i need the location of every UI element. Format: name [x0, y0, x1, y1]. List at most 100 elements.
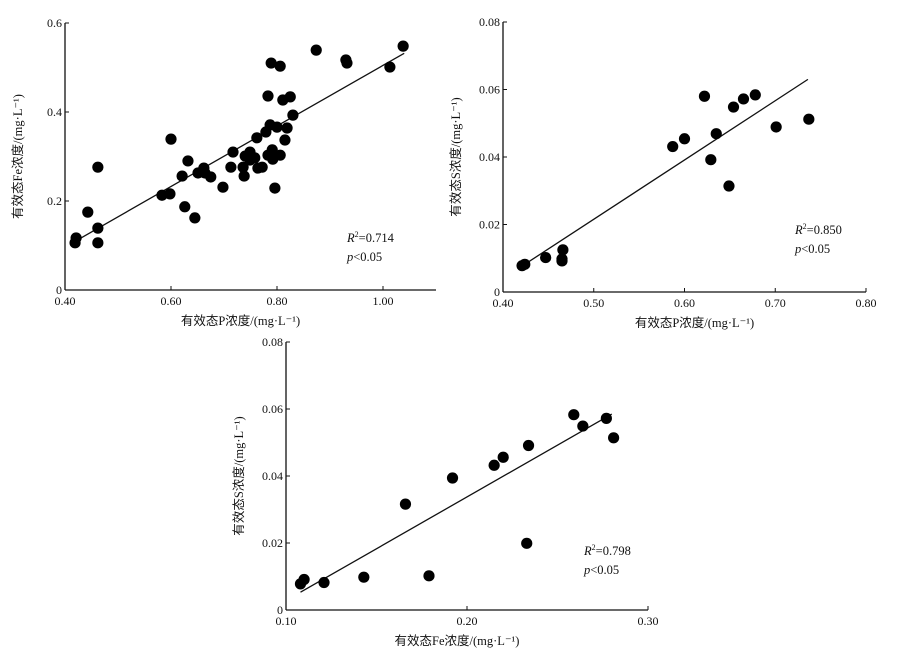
y-tick-label: 0: [56, 283, 62, 297]
data-point: [274, 60, 286, 72]
x-tick-label: 0.30: [638, 614, 659, 628]
data-point: [271, 121, 283, 133]
data-point: [705, 154, 717, 166]
data-point: [82, 206, 94, 218]
r-squared-annotation: R2=0.714: [346, 230, 395, 245]
y-axis-label: 有效态S浓度/(mg·L⁻¹): [231, 416, 246, 535]
y-tick-label: 0: [494, 285, 500, 299]
data-point: [165, 133, 177, 145]
y-tick-label: 0.08: [262, 335, 283, 349]
data-point: [281, 122, 293, 134]
r-squared-annotation: R2=0.850: [794, 222, 842, 237]
x-axis-label: 有效态Fe浓度/(mg·L⁻¹): [395, 633, 520, 648]
data-point: [298, 573, 310, 586]
y-tick-label: 0.04: [479, 150, 500, 164]
y-tick-label: 0.08: [479, 15, 500, 29]
p-symbol: p: [346, 250, 353, 264]
x-tick-label: 0.80: [267, 294, 288, 308]
data-point: [251, 132, 263, 144]
x-tick-label: 0.60: [161, 294, 182, 308]
data-point: [600, 412, 612, 424]
data-point: [358, 571, 370, 583]
p-value: <0.05: [801, 242, 830, 256]
data-point: [179, 201, 191, 213]
data-point: [92, 237, 104, 249]
data-point: [710, 128, 722, 140]
data-point: [770, 121, 782, 133]
data-point: [678, 133, 691, 145]
data-point: [176, 170, 188, 182]
data-point: [497, 451, 509, 463]
data-point: [266, 144, 278, 156]
y-tick-label: 0.06: [262, 402, 283, 416]
data-point: [238, 170, 250, 182]
regression-line: [300, 413, 613, 593]
data-point: [568, 409, 580, 421]
r-superscript: 2: [355, 230, 359, 239]
data-point: [522, 439, 535, 452]
data-point: [803, 113, 815, 125]
data-point: [249, 152, 261, 164]
data-point: [217, 181, 229, 193]
data-point: [608, 432, 620, 444]
data-point: [397, 40, 409, 52]
p-value-annotation: p<0.05: [346, 250, 382, 264]
data-point: [749, 89, 761, 101]
data-point: [488, 459, 500, 471]
x-tick-label: 0.20: [457, 614, 478, 628]
data-point: [189, 212, 201, 224]
data-point: [287, 109, 299, 121]
data-point: [399, 498, 412, 510]
x-tick-label: 0.40: [493, 296, 514, 310]
data-point: [265, 57, 277, 69]
x-tick-label: 0.70: [765, 296, 786, 310]
x-tick-label: 1.00: [373, 294, 394, 308]
y-tick-label: 0.6: [47, 16, 62, 30]
y-axis-label: 有效态S浓度/(mg·L⁻¹): [448, 97, 463, 216]
chart-3: 0.10 0.20 0.30 0 0.02 0.04 0.06 0.08 有效态Fe浓度/(mg…: [231, 335, 659, 648]
chart-2: 0.40 0.50 0.60 0.70 0.80 0 0.02 0.04 0.06 0.08 有效态…: [448, 15, 877, 330]
y-tick-label: 0.04: [262, 469, 283, 483]
x-tick-label: 0.80: [856, 296, 877, 310]
y-tick-label: 0: [277, 603, 283, 617]
data-point: [667, 140, 679, 153]
y-tick-label: 0.02: [479, 218, 500, 232]
r-symbol: R: [794, 223, 803, 237]
p-symbol: p: [583, 563, 590, 577]
r-squared-annotation: R2=0.798: [583, 543, 631, 558]
data-point: [727, 101, 740, 113]
data-point: [227, 146, 239, 158]
data-point: [723, 180, 735, 192]
x-tick-label: 0.50: [583, 296, 604, 310]
data-point: [237, 161, 249, 173]
y-tick-label: 0.2: [47, 194, 62, 208]
r-symbol: R: [583, 544, 592, 558]
y-tick-label: 0.06: [479, 83, 500, 97]
data-point: [262, 90, 274, 102]
regression-line: [75, 52, 405, 242]
data-point: [284, 91, 296, 103]
x-tick-label: 0.10: [276, 614, 297, 628]
data-point: [423, 570, 435, 582]
data-point: [341, 57, 353, 69]
p-value-annotation: p<0.05: [583, 563, 619, 577]
data-point: [269, 182, 281, 194]
x-axis-label: 有效态P浓度/(mg·L⁻¹): [181, 313, 300, 328]
data-point: [205, 171, 217, 183]
p-value: <0.05: [590, 563, 619, 577]
data-point: [519, 258, 531, 270]
r-superscript: 2: [803, 222, 807, 231]
data-point: [540, 251, 552, 264]
data-point: [318, 576, 330, 589]
data-point: [164, 188, 176, 200]
data-point: [521, 537, 533, 549]
r-squared-value: =0.714: [359, 231, 395, 245]
data-point: [225, 161, 237, 173]
data-point: [310, 44, 322, 56]
data-point: [70, 232, 82, 244]
r-squared-value: =0.850: [807, 223, 842, 237]
x-tick-label: 0.60: [674, 296, 695, 310]
r-symbol: R: [346, 231, 355, 245]
data-point: [92, 222, 104, 234]
